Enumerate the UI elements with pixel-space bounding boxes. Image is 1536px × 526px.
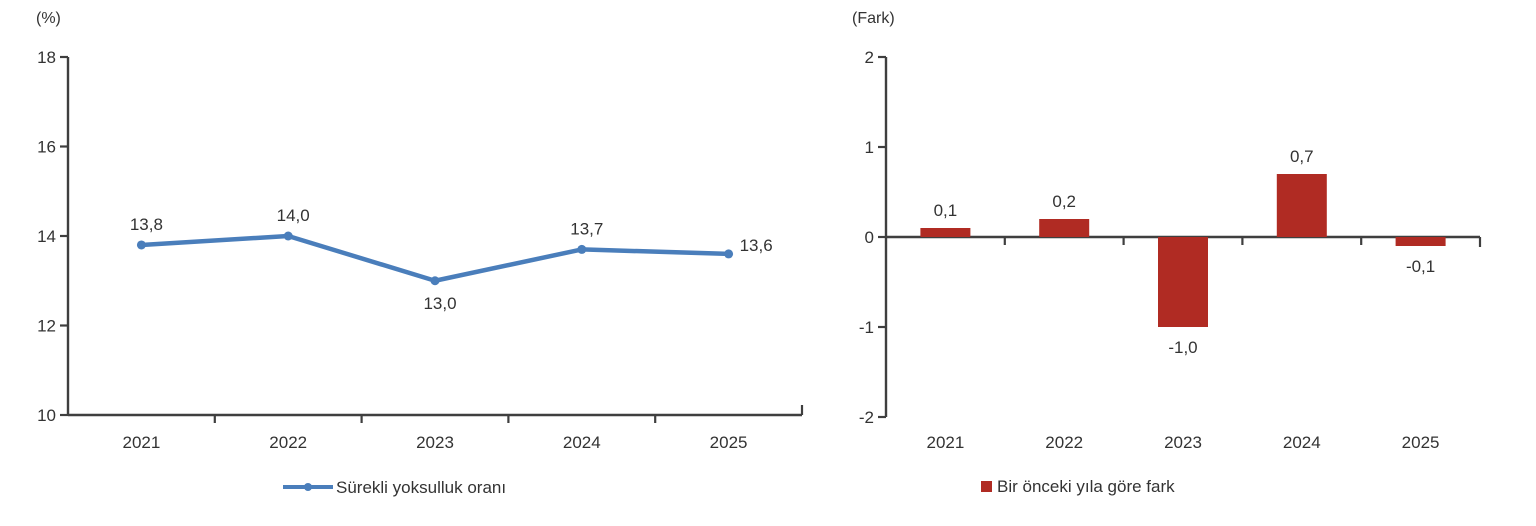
series-line [139,233,731,283]
x-tick-label: 2021 [926,433,964,452]
x-tick-label: 2023 [416,433,454,452]
bar-2021 [920,228,971,237]
y-tick-label: -1 [859,318,874,337]
line-chart: (%) 18 16 14 12 10 2021 2022 2023 2024 2025 13,8 14,… [36,10,804,497]
y-tick-label: 18 [37,48,56,67]
legend-label: Sürekli yoksulluk oranı [336,478,506,497]
data-point-2021 [136,240,146,250]
axis-unit-label: (%) [36,10,61,27]
data-point-2023 [430,276,440,286]
data-point-2025 [724,249,734,259]
data-point-label: 13,8 [130,215,163,234]
bar-2024 [1276,174,1327,237]
bar-label: 0,1 [934,201,958,220]
axis-unit-label: (Fark) [852,10,895,27]
bar-2025 [1395,237,1446,246]
x-tick-label: 2025 [710,433,748,452]
bar-label: 0,2 [1052,192,1076,211]
y-tick-label: 10 [37,406,56,425]
y-tick-label: 0 [865,228,874,247]
bar-label: -0,1 [1406,257,1435,276]
legend-point-marker [304,483,312,491]
bar-label: 0,7 [1290,147,1314,166]
x-tick-label: 2024 [563,433,601,452]
data-point-2022 [283,231,293,241]
bar-2022 [1039,219,1090,237]
x-tick-label: 2021 [122,433,160,452]
x-tick-label: 2022 [269,433,307,452]
y-tick-label: 2 [865,48,874,67]
bar-chart-section: (Fark) 2 1 0 -1 -2 2021 2022 2023 2024 2025 0,1 0,2 -… [820,0,1536,526]
bar-label: -1,0 [1168,338,1197,357]
data-point-2024 [577,244,587,254]
data-point-label: 13,7 [570,219,603,238]
x-tick-label: 2024 [1283,433,1321,452]
bar-2023 [1158,237,1208,327]
legend-label: Bir önceki yıla göre fark [997,477,1175,496]
y-tick-label: 14 [37,227,56,246]
y-tick-label: 16 [37,138,56,157]
data-point-label: 14,0 [277,206,310,225]
x-tick-label: 2025 [1402,433,1440,452]
bar-chart: (Fark) 2 1 0 -1 -2 2021 2022 2023 2024 2025 0,1 0,2 -… [852,10,1482,496]
y-tick-label: 12 [37,317,56,336]
x-tick-label: 2023 [1164,433,1202,452]
data-point-label: 13,6 [740,236,773,255]
line-chart-section: (%) 18 16 14 12 10 2021 2022 2023 2024 2025 13,8 14,… [36,10,804,497]
y-tick-label: -2 [859,408,874,427]
legend-square-marker [981,481,992,492]
y-tick-label: 1 [865,138,874,157]
x-tick-label: 2022 [1045,433,1083,452]
data-point-label: 13,0 [423,294,456,313]
